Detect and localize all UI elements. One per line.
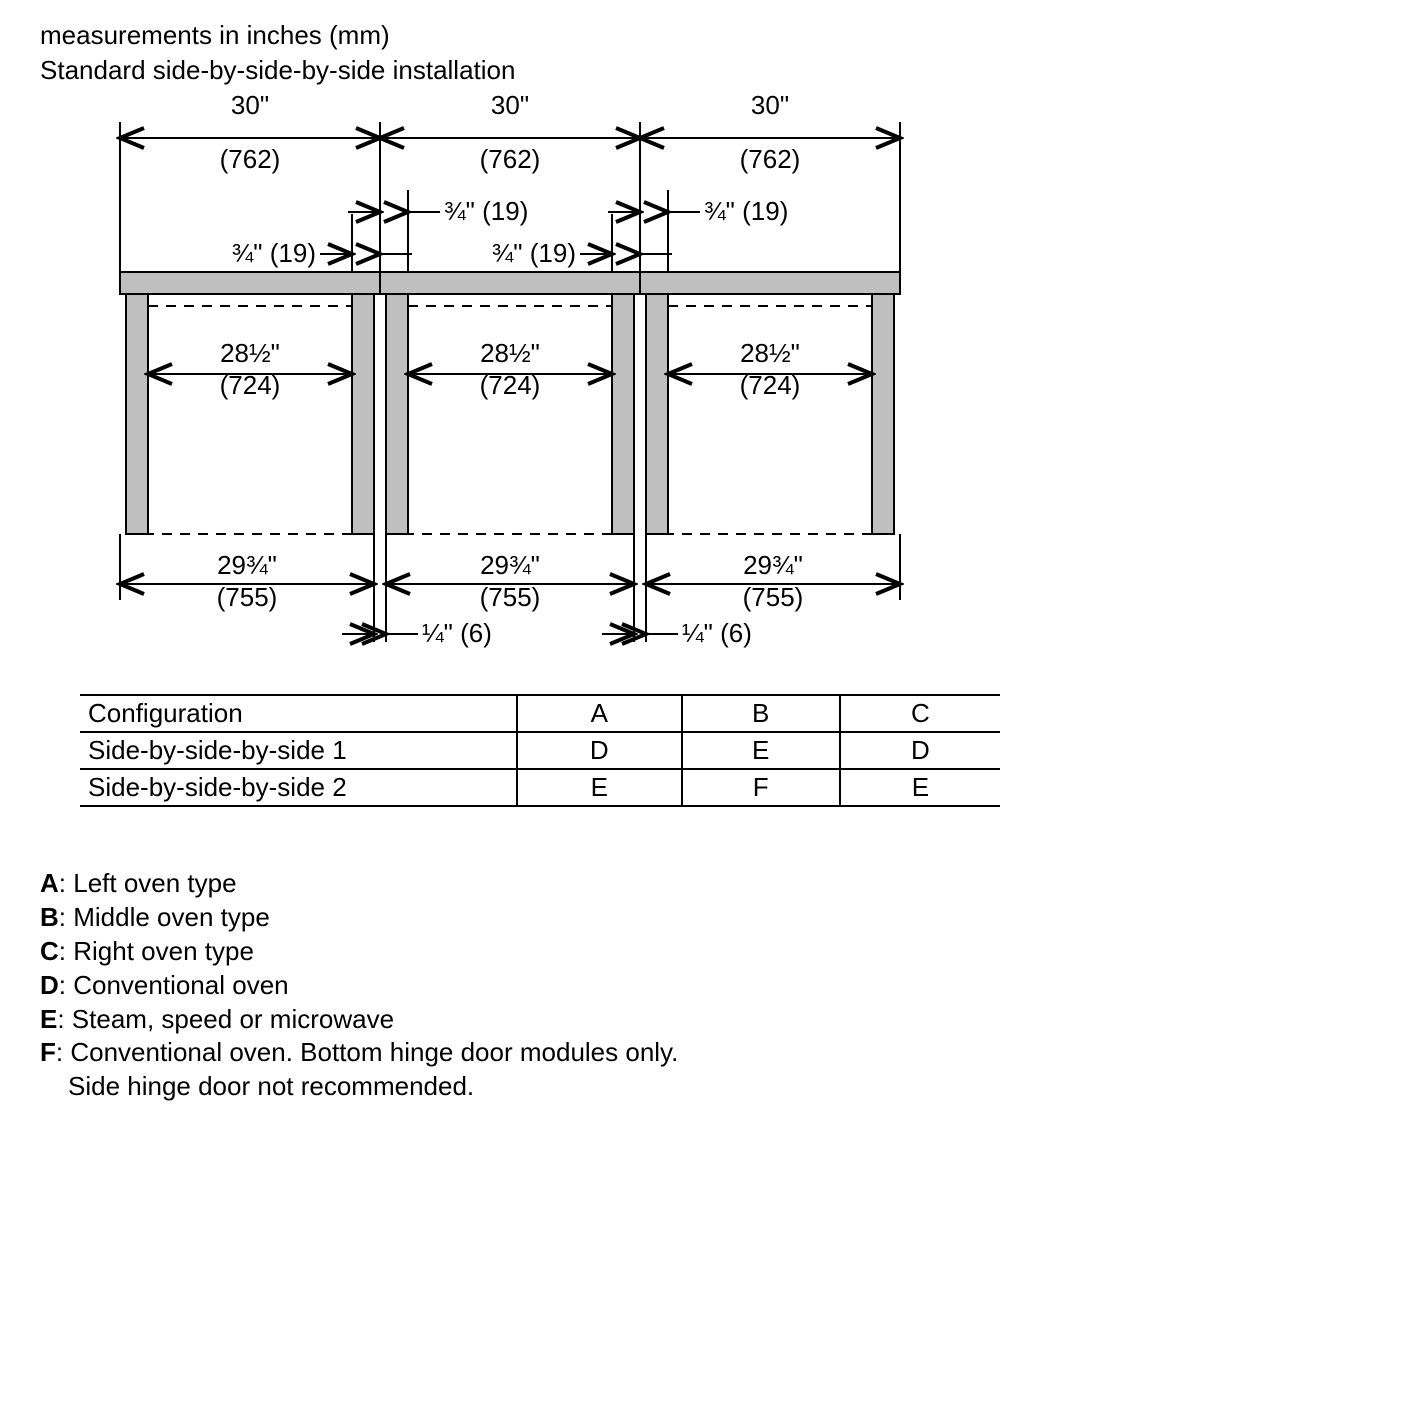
table-row: Side-by-side-by-side 2	[80, 769, 517, 806]
table-row: Configuration	[80, 695, 517, 732]
stud-1-right	[352, 294, 374, 534]
dim-inner-3-mm: (724)	[740, 370, 801, 400]
stud-2-right	[612, 294, 634, 534]
gap-2-left: ¾" (19)	[492, 238, 576, 268]
dim-bot-2-inch: 29¾"	[480, 550, 540, 580]
dim-bot-1-inch: 29¾"	[217, 550, 277, 580]
dim-bot-3-mm: (755)	[743, 582, 804, 612]
legend-a: Left oven type	[73, 868, 236, 898]
stud-1-left	[126, 294, 148, 534]
gap-bot-2: ¼" (6)	[682, 618, 752, 648]
beam-top	[120, 272, 900, 294]
table-row: Side-by-side-by-side 1	[80, 732, 517, 769]
header-line-2: Standard side-by-side-by-side installati…	[40, 55, 1366, 86]
dim-top-1-inch: 30"	[231, 94, 269, 120]
dim-top-3-inch: 30"	[751, 94, 789, 120]
configuration-table: Configuration A B C Side-by-side-by-side…	[80, 694, 1000, 807]
legend-e: Steam, speed or microwave	[72, 1004, 394, 1034]
gap-1-right: ¾" (19)	[444, 196, 528, 226]
gap-1-left: ¾" (19)	[232, 238, 316, 268]
dim-bot-3-inch: 29¾"	[743, 550, 803, 580]
header-line-1: measurements in inches (mm)	[40, 20, 1366, 51]
dim-bot-1-mm: (755)	[217, 582, 278, 612]
dim-top-2-mm: (762)	[480, 144, 541, 174]
stud-2-left	[386, 294, 408, 534]
dim-top-3-mm: (762)	[740, 144, 801, 174]
dim-inner-1-inch: 28½"	[220, 338, 280, 368]
dim-top-1-mm: (762)	[220, 144, 281, 174]
dim-top-2-inch: 30"	[491, 94, 529, 120]
legend-c: Right oven type	[73, 936, 254, 966]
dim-inner-2-mm: (724)	[480, 370, 541, 400]
gap-2-right: ¾" (19)	[704, 196, 788, 226]
dim-inner-3-inch: 28½"	[740, 338, 800, 368]
legend-f2: Side hinge door not recommended.	[68, 1071, 474, 1101]
legend: A: Left oven type B: Middle oven type C:…	[40, 867, 1366, 1104]
installation-diagram: 30" (762) 30" (762) 30" (762) ¾" (19) ¾"…	[40, 94, 1366, 654]
legend-b: Middle oven type	[73, 902, 270, 932]
gap-bot-1: ¼" (6)	[422, 618, 492, 648]
stud-3-left	[646, 294, 668, 534]
dim-inner-1-mm: (724)	[220, 370, 281, 400]
legend-f: Conventional oven. Bottom hinge door mod…	[70, 1037, 678, 1067]
stud-3-right	[872, 294, 894, 534]
dim-bot-2-mm: (755)	[480, 582, 541, 612]
dim-inner-2-inch: 28½"	[480, 338, 540, 368]
legend-d: Conventional oven	[73, 970, 288, 1000]
